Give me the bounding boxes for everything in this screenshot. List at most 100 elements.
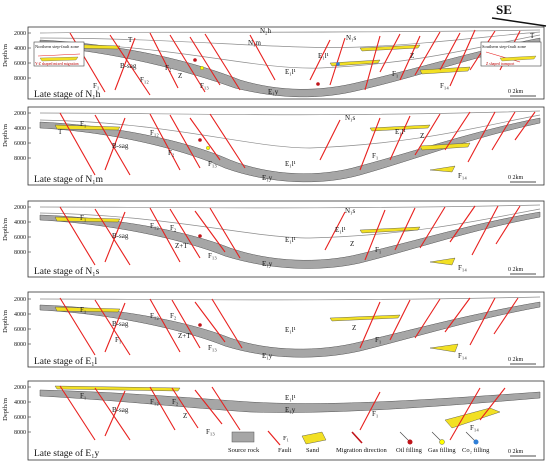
- horizon-line: [39, 29, 541, 34]
- fault-label: F₁₂: [150, 129, 159, 137]
- direction-label: SE: [496, 2, 512, 17]
- panel-stack: [27, 26, 545, 461]
- layer-label: E₁l¹: [318, 52, 329, 60]
- layer-label: E₁l¹: [285, 236, 296, 244]
- layer-label: N₁s: [345, 114, 355, 122]
- sand-body: [369, 124, 431, 132]
- sand-body: [54, 385, 181, 392]
- fault-label: F₁₃: [208, 252, 217, 260]
- panel-frame: [27, 291, 545, 368]
- depth-tick-label: 2000: [14, 385, 26, 391]
- fault-label: F₁₄: [458, 172, 467, 180]
- structure-label: B-sag: [112, 232, 129, 240]
- direction-indicator: SE: [491, 2, 547, 27]
- panel-nh: [27, 26, 545, 100]
- legend: Source rock Fault F₁ Sand Migration dire…: [228, 430, 490, 454]
- sand-body: [54, 306, 121, 313]
- fault-label: F₂: [165, 64, 172, 72]
- depth-axis-title: Depth/m: [2, 398, 9, 421]
- horizon-line: [39, 296, 541, 301]
- legend-oil-label: Oil filling: [396, 447, 423, 454]
- layer-label: T: [58, 128, 63, 136]
- layer-label: E₁l¹: [285, 394, 296, 402]
- structure-label: B-sag: [112, 142, 129, 150]
- oil-filling-marker: [198, 234, 202, 238]
- panel-ey: [27, 380, 545, 461]
- fault-label: F₁₃: [208, 344, 217, 352]
- fault-label: F₂: [168, 149, 175, 157]
- scale-label: 0 2km: [508, 357, 524, 363]
- panel-5-geology: F₁ B-sag F₁₂ F₂ Z F₁₃ E₁l¹ E₁y F₁ F₁₄ La…: [34, 385, 541, 459]
- depth-axis-title: Depth/m: [2, 44, 9, 67]
- fault-set: [59, 111, 536, 176]
- panel-2-geology: N₁s T F₁ B-sag F₁₂ F₂ F₁₃ E₁l¹ E₁y E₁l¹ …: [34, 110, 541, 185]
- horizon-line: [39, 114, 541, 149]
- layer-label: E₁l¹: [285, 160, 296, 168]
- structure-label: B-sag: [112, 320, 129, 328]
- layer-label: E₁l¹: [395, 128, 406, 136]
- scale-label: 0 2km: [508, 267, 524, 273]
- sand-body: [444, 407, 501, 429]
- structure-label: Z: [420, 132, 424, 140]
- fault-label: F₂: [170, 224, 177, 232]
- sand-body: [329, 314, 401, 322]
- horizon-line: [39, 110, 541, 116]
- panel-caption: Late stage of N₁m: [34, 174, 104, 185]
- sand-body: [429, 343, 459, 353]
- fault-label: F₁: [80, 306, 86, 314]
- layer-label: E₁y: [285, 406, 296, 414]
- fault-label: F₁₂: [150, 398, 159, 406]
- sand-body: [359, 226, 421, 234]
- sand-body: [329, 59, 381, 67]
- layer-label: N₂h: [260, 27, 271, 35]
- fault-label: F₂: [170, 312, 177, 320]
- depth-tick-label: 8000: [14, 342, 26, 348]
- gas-filling-marker: [200, 66, 204, 70]
- panel-frame: [27, 380, 545, 461]
- fault-label: F₁₂: [150, 312, 159, 320]
- source-rock-layer: [39, 117, 541, 183]
- scale-bar: 0 2km: [508, 89, 536, 97]
- horizon-line: [39, 204, 541, 209]
- legend-fault-swatch: [267, 430, 281, 446]
- fault-set: [69, 29, 521, 96]
- sand-body: [54, 124, 121, 131]
- depth-axis-title: Depth/m: [2, 310, 9, 333]
- depth-tick-label: 6000: [14, 61, 26, 67]
- legend-sand-swatch: [301, 431, 327, 445]
- fault-label: F₁: [372, 152, 378, 160]
- sand-body: [429, 257, 456, 266]
- fault-set: [59, 385, 506, 441]
- legend-sand-label: Sand: [306, 447, 320, 454]
- source-rock-layer: [39, 389, 541, 413]
- legend-co2-label: Co₂ filling: [462, 447, 490, 454]
- co2-filling-marker: [336, 62, 340, 66]
- fault-label: F₁: [392, 70, 398, 78]
- depth-tick-label: 4000: [14, 312, 26, 318]
- fault-label: F₁: [375, 246, 381, 254]
- sand-body: [429, 165, 456, 173]
- depth-tick-label: 6000: [14, 327, 26, 333]
- oil-filling-marker: [316, 82, 320, 86]
- depth-tick-label: 6000: [14, 415, 26, 421]
- horizon-line: [39, 208, 541, 239]
- fault-label: F₂: [172, 398, 179, 406]
- structure-label: B-sag: [112, 406, 129, 414]
- depth-tick-label: 6000: [14, 235, 26, 241]
- scale-bar: 0 2km: [508, 267, 536, 275]
- panel-ns: [27, 200, 545, 278]
- depth-tick-label: 8000: [14, 156, 26, 162]
- fault-label: F₁: [372, 410, 378, 418]
- fault-label: F₁₂: [140, 76, 149, 84]
- inset-caption: Y-Z shaped mixed migration: [35, 62, 79, 66]
- panel-nm: [27, 106, 545, 186]
- panel-caption: Late stage of N₁h: [34, 89, 101, 100]
- fault-label: F₁₄: [470, 424, 479, 432]
- legend-source-rock-label: Source rock: [228, 447, 260, 454]
- fault-label: F₁: [80, 120, 86, 128]
- layer-label: E₁l¹: [335, 226, 346, 234]
- layer-label: E₁y: [262, 352, 273, 360]
- structure-label: Z: [178, 72, 182, 80]
- sand-body: [54, 216, 121, 223]
